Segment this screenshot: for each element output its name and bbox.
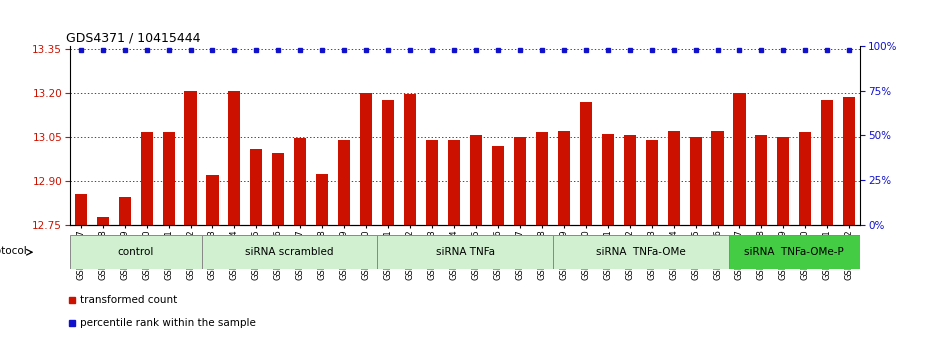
Bar — [711, 131, 724, 354]
Bar — [777, 137, 790, 354]
Bar — [70, 235, 202, 269]
Text: GDS4371 / 10415444: GDS4371 / 10415444 — [66, 32, 200, 45]
Bar — [140, 132, 153, 354]
Bar — [624, 135, 636, 354]
Text: transformed count: transformed count — [80, 295, 178, 305]
Text: control: control — [117, 247, 153, 257]
Text: siRNA scrambled: siRNA scrambled — [246, 247, 334, 257]
Bar — [536, 132, 548, 354]
Bar — [229, 91, 241, 354]
Bar — [645, 140, 658, 354]
Bar — [552, 235, 728, 269]
Bar — [74, 194, 86, 354]
Bar — [163, 132, 175, 354]
Bar — [799, 132, 811, 354]
Text: siRNA TNFa: siRNA TNFa — [435, 247, 495, 257]
Text: siRNA  TNFa-OMe: siRNA TNFa-OMe — [596, 247, 685, 257]
Bar — [558, 131, 570, 354]
Bar — [250, 149, 262, 354]
Bar — [272, 153, 285, 354]
Bar — [602, 134, 614, 354]
Text: siRNA  TNFa-OMe-P: siRNA TNFa-OMe-P — [745, 247, 844, 257]
Bar — [316, 173, 328, 354]
Bar — [97, 217, 109, 354]
Bar — [378, 235, 552, 269]
Bar — [360, 93, 372, 354]
Bar — [579, 102, 591, 354]
Bar — [339, 140, 351, 354]
Bar — [404, 95, 416, 354]
Bar — [470, 135, 482, 354]
Bar — [448, 140, 460, 354]
Bar — [734, 93, 746, 354]
Text: percentile rank within the sample: percentile rank within the sample — [80, 318, 257, 328]
Bar — [426, 140, 438, 354]
Bar — [755, 135, 767, 354]
Bar — [668, 131, 680, 354]
Bar — [202, 235, 378, 269]
Bar — [728, 235, 860, 269]
Bar — [821, 100, 833, 354]
Bar — [382, 100, 394, 354]
Bar — [206, 175, 219, 354]
Bar — [184, 91, 196, 354]
Bar — [844, 97, 856, 354]
Bar — [514, 137, 526, 354]
Text: protocol: protocol — [0, 246, 26, 256]
Bar — [119, 197, 131, 354]
Bar — [294, 138, 306, 354]
Bar — [689, 137, 701, 354]
Bar — [492, 145, 504, 354]
